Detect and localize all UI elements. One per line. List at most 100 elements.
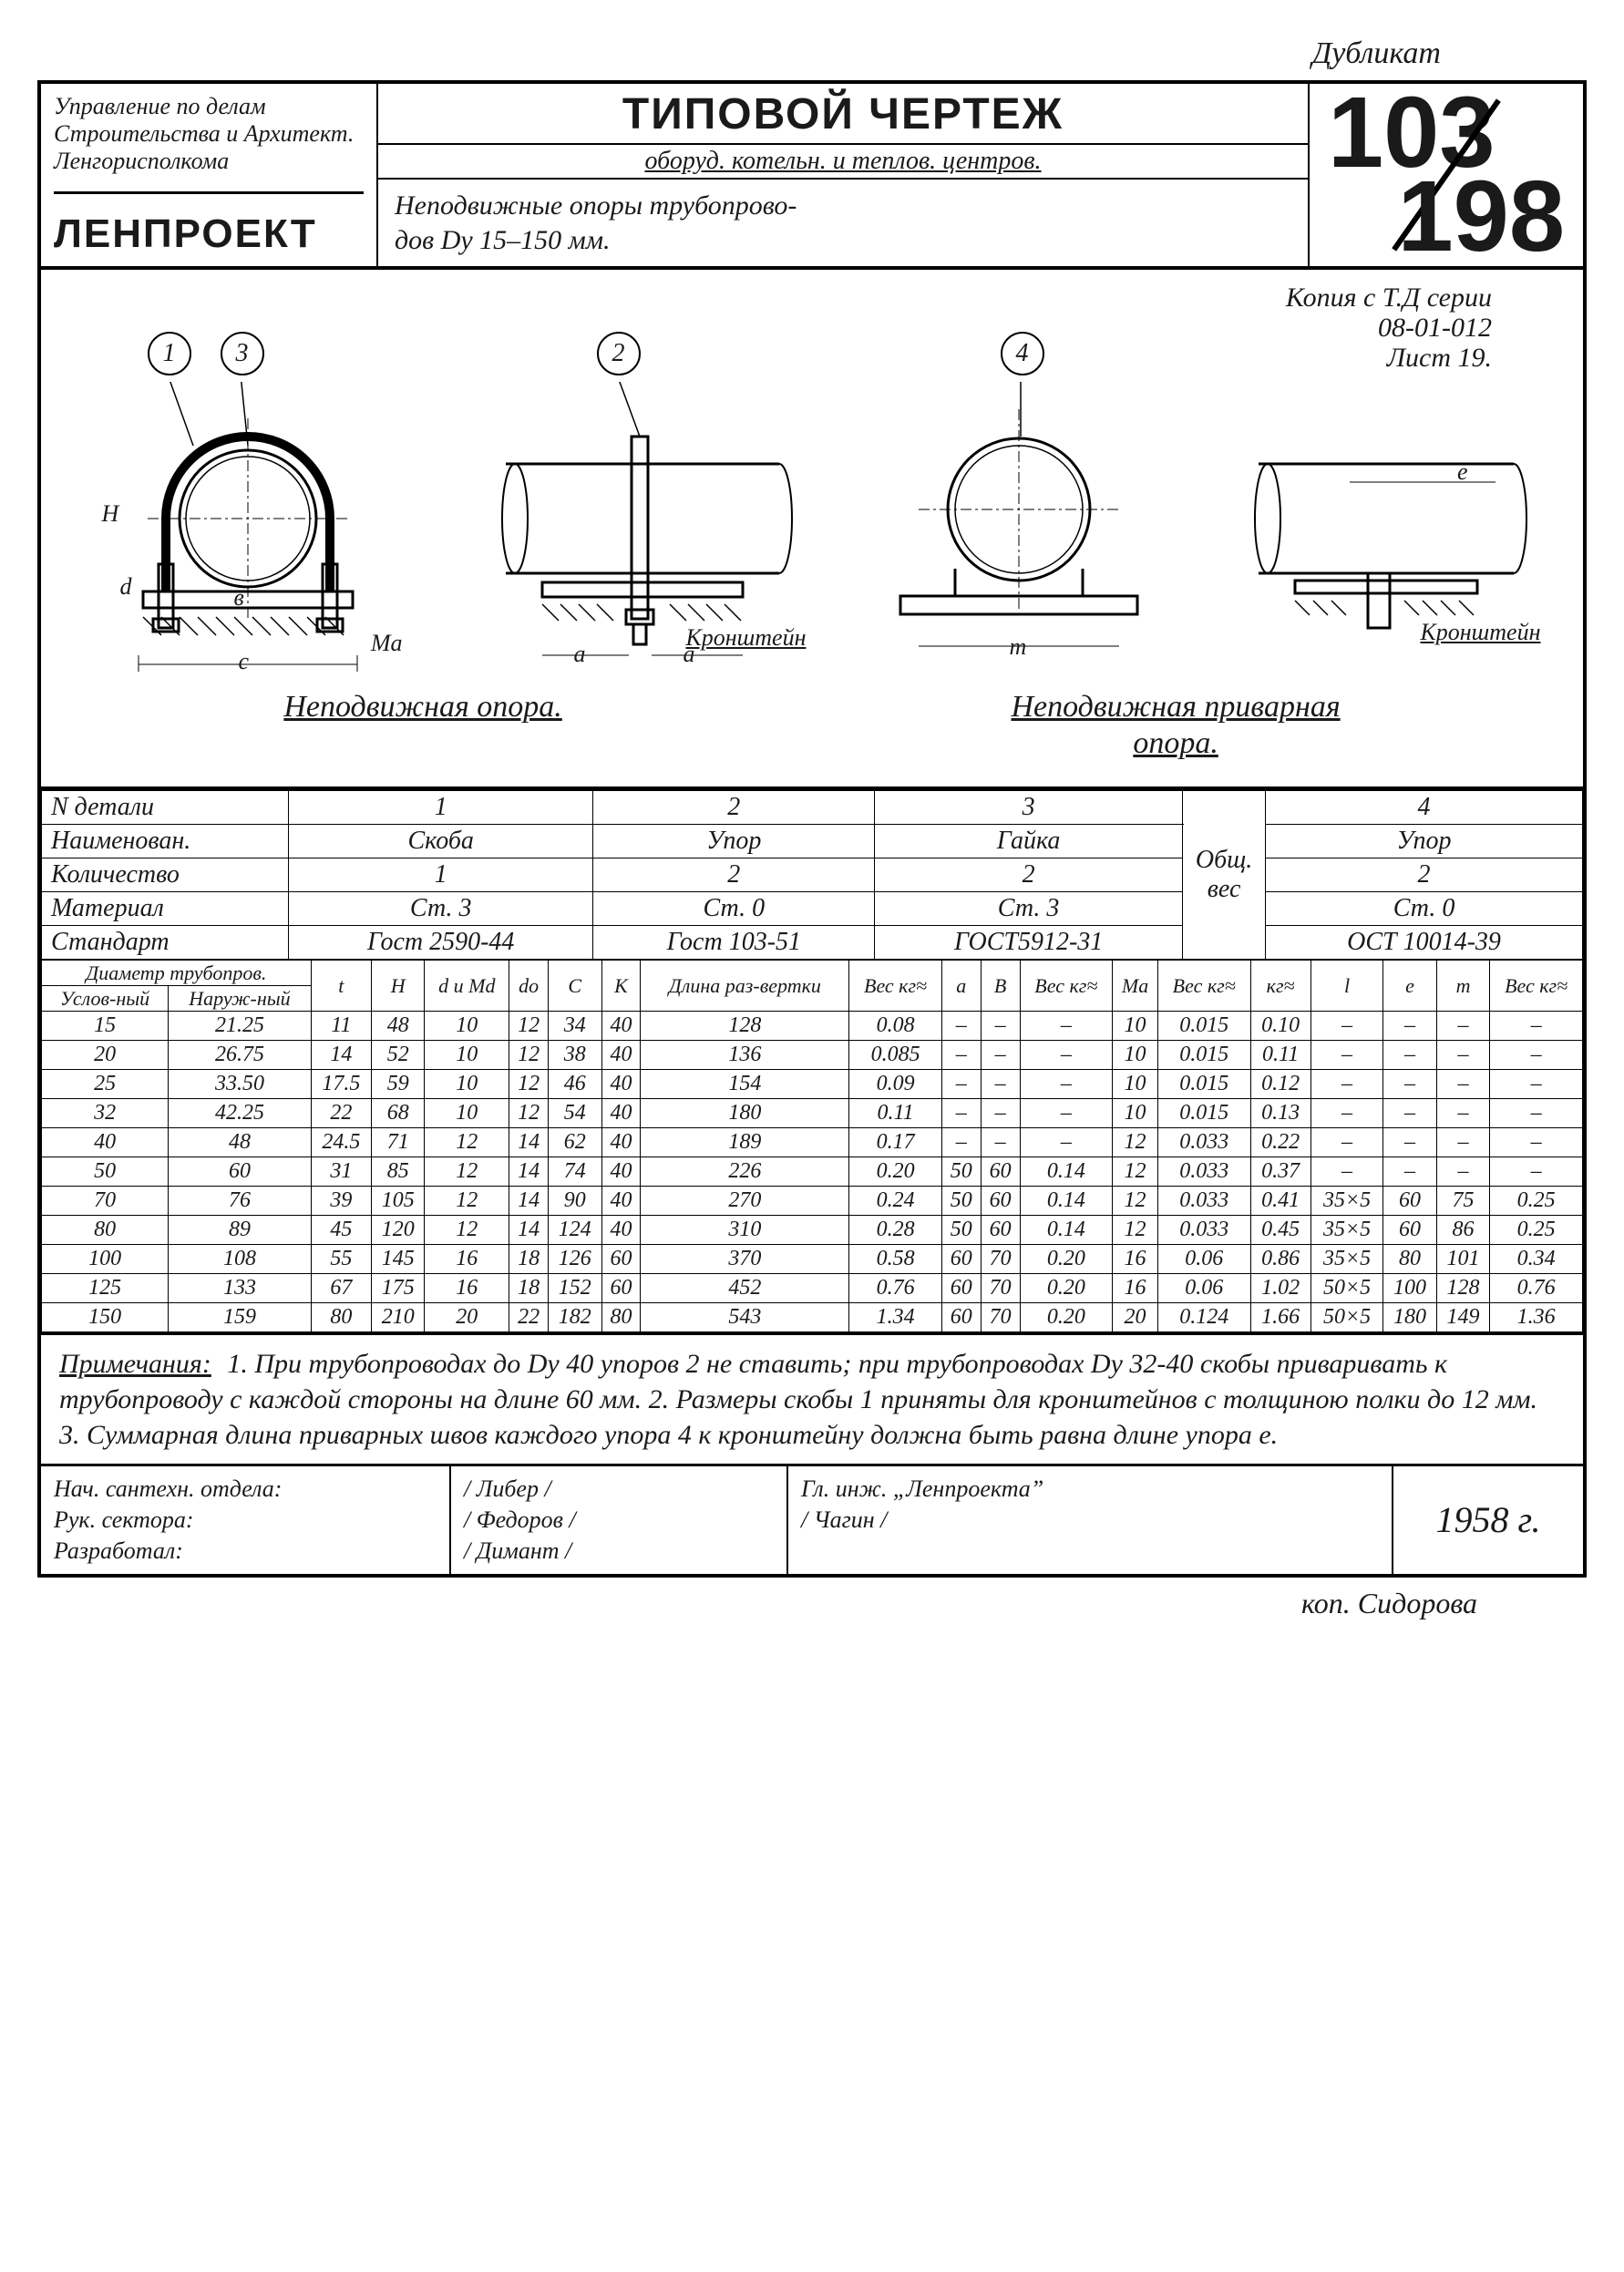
table-cell: 0.11 — [849, 1099, 942, 1128]
table-cell: – — [981, 1041, 1020, 1070]
table-cell: 40 — [42, 1128, 169, 1157]
year: 1958 г. — [1393, 1466, 1583, 1573]
table-cell: 136 — [641, 1041, 849, 1070]
table-cell: – — [1490, 1070, 1583, 1099]
duplicate-note: Дубликат — [37, 36, 1587, 71]
spec-cell: ОСТ 10014-39 — [1266, 926, 1583, 960]
main-title: ТИПОВОЙ ЧЕРТЕЖ — [378, 84, 1308, 145]
table-cell: 24.5 — [311, 1128, 371, 1157]
dim-m: m — [1010, 633, 1027, 661]
table-cell: 12 — [425, 1187, 509, 1216]
table-cell: 12 — [509, 1012, 549, 1041]
table-cell: – — [1383, 1128, 1436, 1157]
table-cell: 310 — [641, 1216, 849, 1245]
sign-names: / Либер / / Федоров / / Димант / — [451, 1466, 788, 1573]
table-cell: 35×5 — [1311, 1187, 1383, 1216]
table-cell: 22 — [311, 1099, 371, 1128]
table-cell: 70 — [981, 1274, 1020, 1303]
spec-table: N детали123Общ.вес4Наименован.СкобаУпорГ… — [41, 790, 1583, 960]
dim-H: H — [102, 500, 119, 528]
table-cell: 145 — [371, 1245, 424, 1274]
table-cell: 0.45 — [1250, 1216, 1311, 1245]
table-cell: 50×5 — [1311, 1303, 1383, 1332]
table-cell: – — [1311, 1070, 1383, 1099]
dept-line: Строительства и Архитект. — [54, 120, 364, 148]
table-cell: 60 — [981, 1157, 1020, 1187]
table-cell: 14 — [509, 1216, 549, 1245]
table-cell: 33.50 — [169, 1070, 312, 1099]
spec-row: СтандартГост 2590-44Гост 103-51ГОСТ5912-… — [42, 926, 1583, 960]
th-diam: Диаметр трубопров. — [42, 961, 312, 986]
table-cell: 35×5 — [1311, 1216, 1383, 1245]
table-cell: 59 — [371, 1070, 424, 1099]
spec-cell: 4 — [1266, 791, 1583, 825]
org-block: Управление по делам Строительства и Архи… — [41, 84, 378, 266]
table-cell: 12 — [1113, 1157, 1158, 1187]
table-cell: 15 — [42, 1012, 169, 1041]
table-cell: 60 — [1383, 1216, 1436, 1245]
table-cell: 0.20 — [1020, 1274, 1113, 1303]
table-cell: 90 — [549, 1187, 601, 1216]
table-cell: – — [1490, 1099, 1583, 1128]
table-cell: 0.124 — [1157, 1303, 1250, 1332]
table-cell: 18 — [509, 1245, 549, 1274]
th: H — [371, 961, 424, 1012]
table-cell: 12 — [425, 1157, 509, 1187]
table-cell: 0.76 — [1490, 1274, 1583, 1303]
num-bottom: 198 — [1397, 177, 1565, 257]
table-cell: – — [1311, 1128, 1383, 1157]
table-cell: 120 — [371, 1216, 424, 1245]
table-cell: 125 — [42, 1274, 169, 1303]
th: кг≈ — [1250, 961, 1311, 1012]
table-cell: 50 — [42, 1157, 169, 1187]
sign-roles: Нач. сантехн. отдела: Рук. сектора: Разр… — [41, 1466, 451, 1573]
table-cell: 12 — [509, 1099, 549, 1128]
table-cell: 0.20 — [849, 1157, 942, 1187]
spec-row: Наименован.СкобаУпорГайкаУпор — [42, 825, 1583, 858]
table-cell: 20 — [425, 1303, 509, 1332]
dim-d: d — [120, 573, 132, 601]
table-cell: – — [1436, 1041, 1489, 1070]
table-cell: 16 — [1113, 1245, 1158, 1274]
table-cell: 32 — [42, 1099, 169, 1128]
dim-c: c — [239, 648, 250, 675]
table-cell: 10 — [425, 1012, 509, 1041]
table-cell: 0.085 — [849, 1041, 942, 1070]
table-cell: 0.06 — [1157, 1274, 1250, 1303]
table-cell: 0.033 — [1157, 1187, 1250, 1216]
view-welded-front: 4 — [864, 382, 1174, 673]
th: Вес кг≈ — [1490, 961, 1583, 1012]
table-cell: – — [981, 1099, 1020, 1128]
org-name: ЛЕНПРОЕКТ — [54, 211, 364, 257]
table-cell: 16 — [425, 1274, 509, 1303]
table-cell: 35×5 — [1311, 1245, 1383, 1274]
table-cell: – — [1020, 1012, 1113, 1041]
table-cell: 0.14 — [1020, 1157, 1113, 1187]
table-cell: 0.20 — [1020, 1245, 1113, 1274]
table-row: 150159802102022182805431.3460700.20200.1… — [42, 1303, 1583, 1332]
table-cell: – — [1311, 1157, 1383, 1187]
table-cell: 12 — [425, 1128, 509, 1157]
frame: Управление по делам Строительства и Архи… — [37, 80, 1587, 1578]
table-cell: 21.25 — [169, 1012, 312, 1041]
table-cell: 40 — [601, 1012, 641, 1041]
table-cell: 40 — [601, 1128, 641, 1157]
table-row: 2026.751452101238401360.085–––100.0150.1… — [42, 1041, 1583, 1070]
table-cell: 80 — [601, 1303, 641, 1332]
table-cell: 175 — [371, 1274, 424, 1303]
notes-title: Примечания: — [59, 1349, 211, 1379]
description: Неподвижные опоры трубопрово- дов Dу 15–… — [378, 180, 1308, 266]
view-front-clamp: 1 3 — [93, 382, 421, 673]
table-cell: 76 — [169, 1187, 312, 1216]
table-cell: 12 — [509, 1041, 549, 1070]
table-cell: 39 — [311, 1187, 371, 1216]
dim-e: e — [1457, 458, 1468, 486]
table-cell: 50 — [941, 1157, 981, 1187]
table-cell: 42.25 — [169, 1099, 312, 1128]
copy-note: Копия с Т.Д серии 08-01-012 Лист 19. — [59, 283, 1565, 373]
table-cell: – — [1020, 1070, 1113, 1099]
th: e — [1383, 961, 1436, 1012]
table-cell: 70 — [981, 1303, 1020, 1332]
table-cell: 25 — [42, 1070, 169, 1099]
table-cell: – — [981, 1128, 1020, 1157]
